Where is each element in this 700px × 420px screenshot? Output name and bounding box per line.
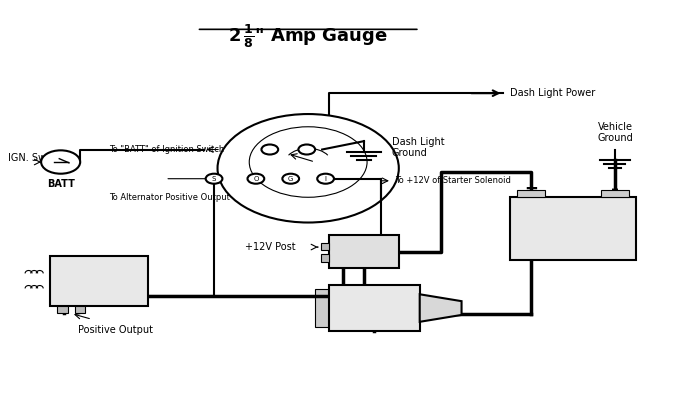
Text: O: O bbox=[253, 176, 258, 182]
Text: I: I bbox=[325, 176, 327, 182]
Text: Battery: Battery bbox=[550, 222, 596, 235]
Text: To +12V of Starter Solenoid: To +12V of Starter Solenoid bbox=[395, 176, 511, 185]
Text: Solenoid: Solenoid bbox=[340, 242, 388, 252]
Circle shape bbox=[298, 144, 315, 155]
Text: To "BATT" of Ignition Switch: To "BATT" of Ignition Switch bbox=[109, 144, 225, 154]
Bar bbox=[50, 256, 148, 306]
Bar bbox=[315, 289, 329, 327]
Text: Vehicle
Ground: Vehicle Ground bbox=[597, 122, 633, 143]
Bar bbox=[321, 254, 329, 262]
Text: BATT: BATT bbox=[47, 178, 75, 189]
Bar bbox=[601, 190, 629, 197]
Text: $\mathbf{2\,\frac{1}{8}}$" Amp Gauge: $\mathbf{2\,\frac{1}{8}}$" Amp Gauge bbox=[228, 22, 388, 50]
Bar bbox=[57, 306, 68, 313]
Text: +: + bbox=[524, 180, 538, 198]
Circle shape bbox=[282, 174, 299, 184]
Polygon shape bbox=[420, 294, 461, 322]
Bar bbox=[510, 197, 636, 260]
Text: +12V Post: +12V Post bbox=[246, 242, 296, 252]
Circle shape bbox=[206, 174, 223, 184]
Bar bbox=[321, 242, 329, 250]
Text: To Alternator Positive Output: To Alternator Positive Output bbox=[109, 193, 230, 202]
Bar bbox=[329, 285, 420, 331]
Text: G: G bbox=[288, 176, 293, 182]
Text: S: S bbox=[212, 176, 216, 182]
Bar bbox=[75, 306, 85, 313]
Bar bbox=[329, 235, 399, 268]
Circle shape bbox=[248, 174, 264, 184]
Circle shape bbox=[41, 150, 80, 174]
Text: Alternator: Alternator bbox=[71, 276, 127, 286]
Text: Dash Light Power: Dash Light Power bbox=[510, 88, 596, 98]
Text: Positive Output: Positive Output bbox=[78, 325, 153, 335]
Bar bbox=[517, 190, 545, 197]
Text: IGN. Switch: IGN. Switch bbox=[8, 153, 64, 163]
Text: Starter: Starter bbox=[353, 302, 396, 315]
Circle shape bbox=[317, 174, 334, 184]
Text: Dash Light
Ground: Dash Light Ground bbox=[392, 136, 444, 158]
Circle shape bbox=[262, 144, 278, 155]
Text: -: - bbox=[611, 180, 619, 199]
